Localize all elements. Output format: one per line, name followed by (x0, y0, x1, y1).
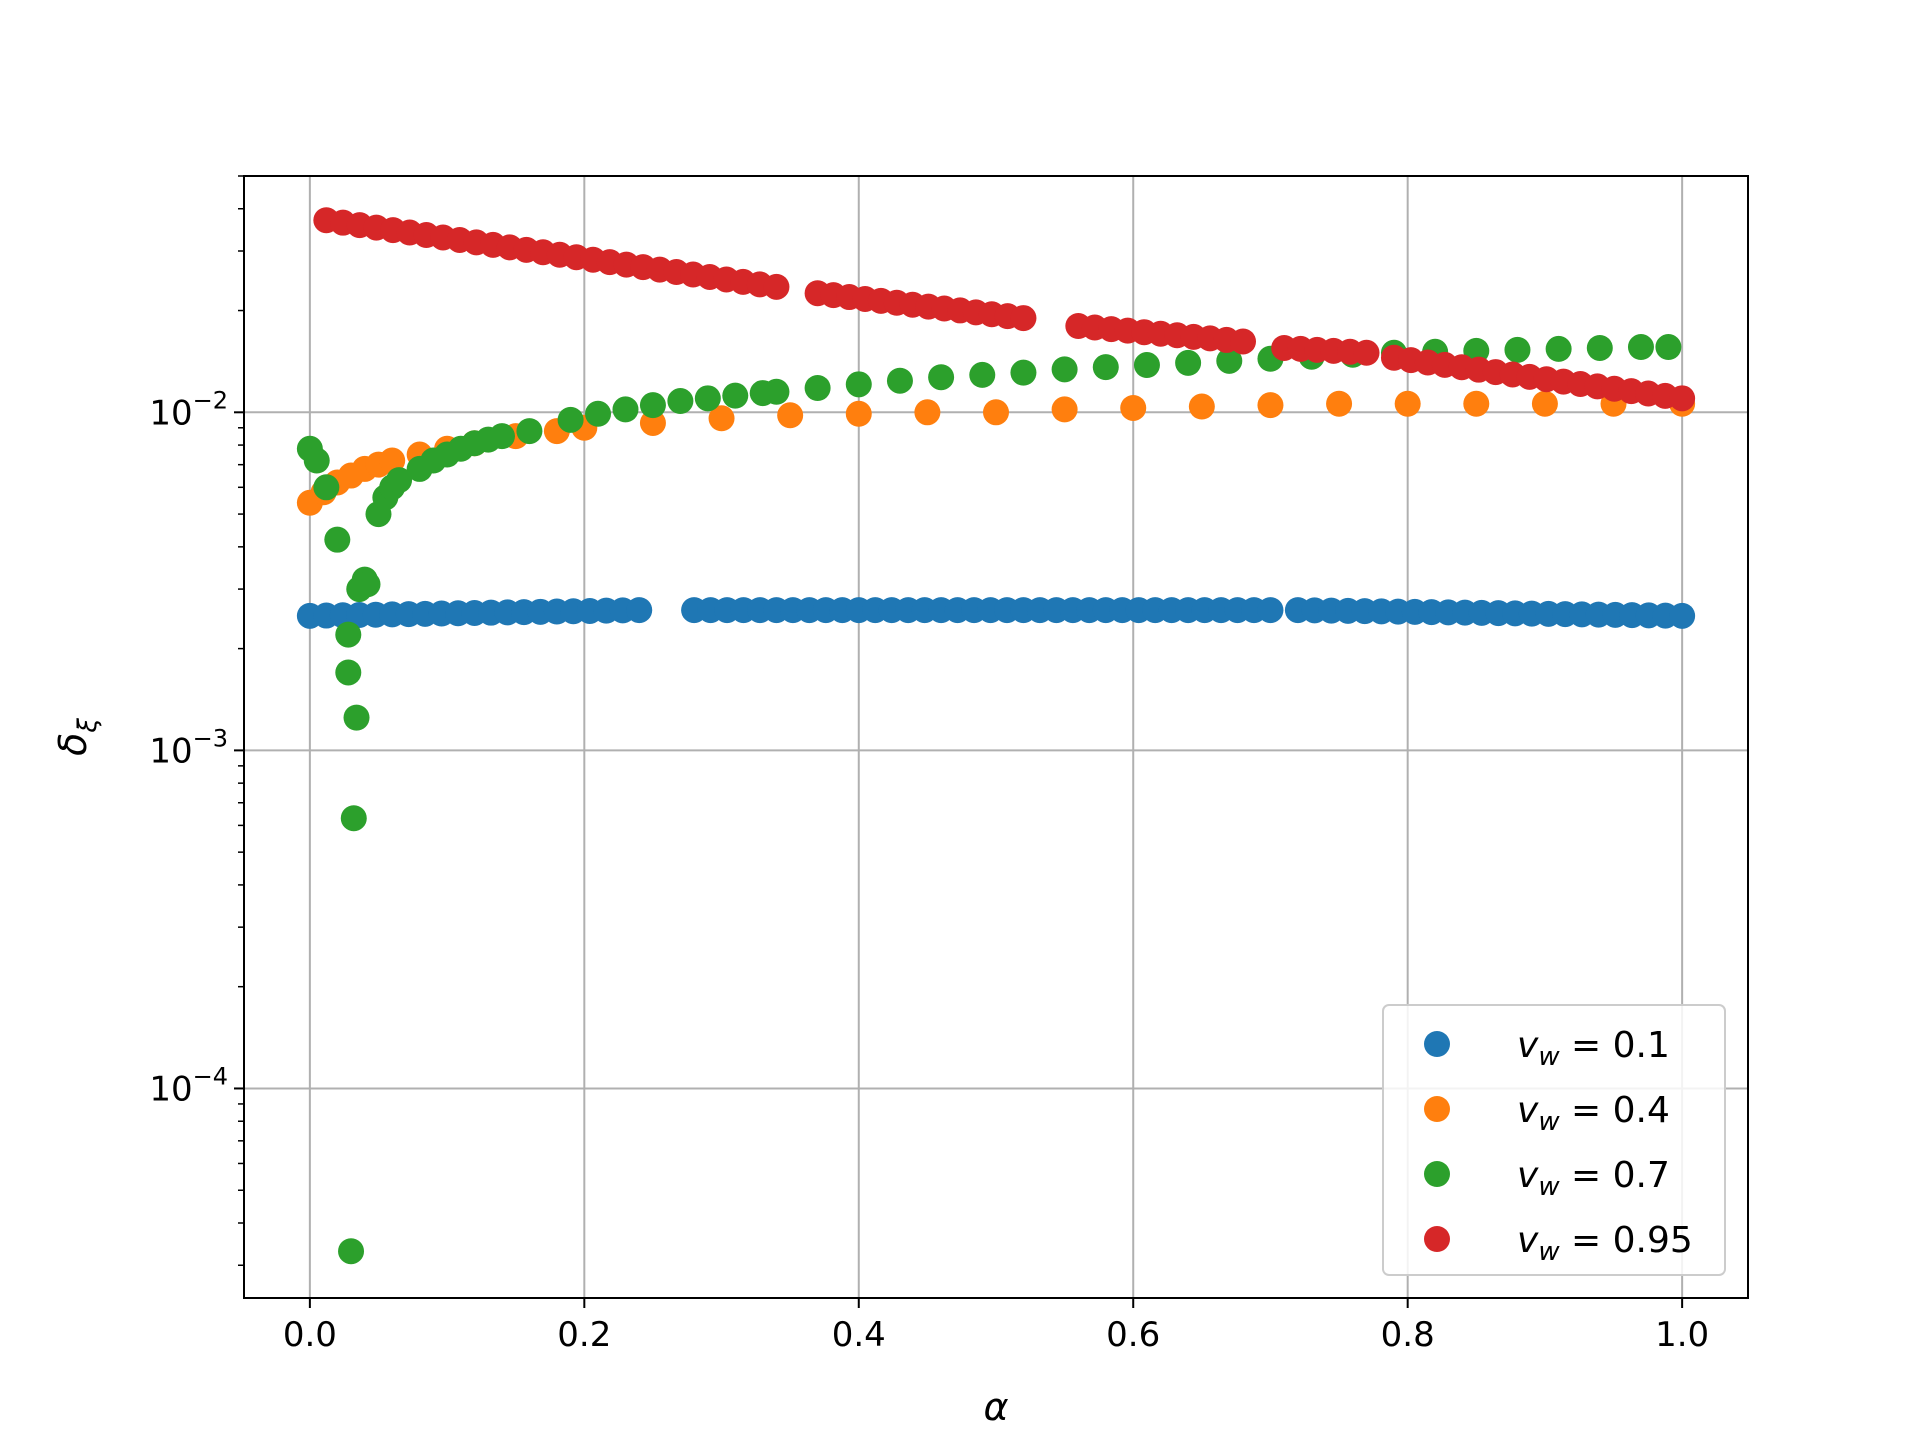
data-point (585, 400, 612, 427)
x-axis-label: α (983, 1385, 1008, 1429)
data-point (1051, 396, 1078, 423)
data-point (804, 375, 831, 402)
data-point (983, 399, 1009, 426)
data-point (1133, 352, 1160, 379)
x-tick-label: 1.0 (1655, 1315, 1709, 1355)
y-axis-label-subscript: ξ (73, 718, 103, 734)
data-point (777, 402, 804, 429)
data-point (1051, 356, 1078, 383)
y-tick-label: 10−2 (149, 386, 228, 433)
data-point (386, 467, 413, 494)
legend-label: vw = 0.1 (1517, 1025, 1670, 1072)
y-axis-label: δξ (51, 718, 103, 756)
x-tick-label: 0.6 (1106, 1315, 1160, 1355)
data-point (1010, 359, 1037, 386)
data-point (338, 1238, 365, 1265)
legend-label: vw = 0.4 (1517, 1090, 1670, 1137)
data-point (1230, 328, 1257, 355)
plot-frame (243, 175, 1749, 1299)
data-point (1669, 385, 1696, 412)
data-point (488, 423, 515, 450)
series-0 (296, 597, 1696, 629)
data-point (845, 400, 872, 427)
data-point (335, 621, 362, 648)
data-point (379, 447, 406, 474)
data-point (1627, 334, 1654, 361)
data-point (1394, 390, 1421, 417)
data-point (763, 378, 790, 405)
data-point (612, 396, 639, 423)
data-point (1531, 390, 1558, 417)
legend: vw = 0.1 vw = 0.4 vw = 0.7 vw = 0.95 (1382, 1004, 1726, 1276)
y-axis-label-main: δ (51, 733, 95, 756)
data-point (1353, 339, 1380, 366)
x-tick-label: 0.4 (832, 1315, 886, 1355)
ticks-layer: 0.0 0.2 0.4 0.6 0.8 1.0 10−4 10−3 10−2 (149, 175, 1709, 1355)
data-point (1216, 347, 1243, 374)
data-point (1504, 336, 1531, 363)
data-point (694, 385, 721, 412)
data-point (1188, 393, 1215, 420)
data-point (1257, 597, 1284, 624)
data-point (1092, 354, 1119, 381)
data-point (354, 571, 381, 598)
data-point (1655, 334, 1682, 361)
data-point (324, 526, 351, 553)
data-point (303, 447, 330, 474)
legend-marker (1424, 1031, 1450, 1057)
data-point (914, 399, 941, 426)
data-point (1175, 349, 1202, 376)
data-point (1669, 602, 1696, 629)
points-layer (296, 207, 1696, 1265)
data-point (343, 704, 370, 731)
legend-label: vw = 0.7 (1517, 1155, 1670, 1202)
data-point (708, 405, 735, 432)
svg-text:δξ: δξ (51, 718, 103, 756)
data-point (1463, 390, 1490, 417)
data-point (928, 364, 955, 391)
y-tick-label: 10−4 (149, 1062, 228, 1109)
data-point (313, 474, 340, 501)
data-point (340, 805, 367, 832)
legend-label: vw = 0.95 (1517, 1220, 1693, 1267)
data-point (969, 361, 996, 388)
legend-marker (1424, 1096, 1450, 1122)
data-point (1120, 394, 1147, 421)
x-tick-label: 0.8 (1381, 1315, 1435, 1355)
data-point (886, 367, 913, 394)
data-point (1257, 392, 1284, 419)
data-point (626, 597, 653, 624)
data-point (722, 382, 749, 409)
legend-marker (1424, 1226, 1450, 1252)
data-point (1586, 334, 1613, 361)
data-point (763, 273, 790, 300)
data-point (335, 659, 362, 686)
data-point (1326, 390, 1353, 417)
y-tick-label: 10−3 (149, 724, 228, 771)
legend-marker (1424, 1161, 1450, 1187)
data-point (667, 388, 694, 415)
data-point (516, 418, 543, 445)
data-point (845, 371, 872, 398)
legend-frame (1382, 1004, 1726, 1276)
data-point (639, 409, 666, 436)
data-point (1010, 305, 1037, 332)
data-point (557, 406, 584, 433)
data-point (639, 392, 666, 419)
data-point (1545, 335, 1572, 362)
x-tick-label: 0.2 (557, 1315, 611, 1355)
series-3 (313, 207, 1696, 412)
x-tick-label: 0.0 (283, 1315, 337, 1355)
